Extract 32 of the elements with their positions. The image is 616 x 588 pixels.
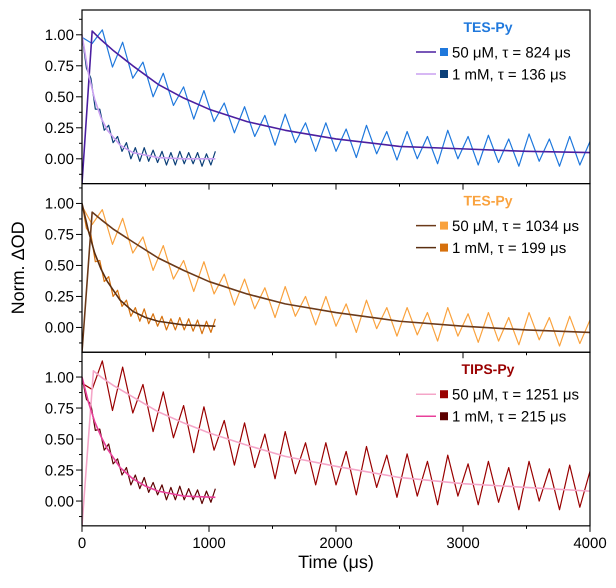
x-tick-label: 3000 <box>446 534 480 552</box>
legend-title: TIPS-Py <box>462 361 515 378</box>
y-tick-label: 0.50 <box>44 89 74 106</box>
y-tick-label: 0.00 <box>44 493 74 510</box>
legend-label: 50 μM, τ = 1034 μs <box>452 218 580 235</box>
y-tick-label: 0.00 <box>44 320 74 337</box>
y-tick-label: 0.75 <box>44 400 74 418</box>
legend-title: TES-Py <box>463 19 513 35</box>
y-tick-label: 1.00 <box>44 369 74 386</box>
y-tick-label: 0.25 <box>44 120 74 138</box>
y-tick-label: 1.00 <box>44 27 74 44</box>
x-tick-label: 2000 <box>319 534 353 552</box>
legend-label: 1 mM, τ = 215 μs <box>452 408 566 426</box>
line-series <box>82 360 590 510</box>
legend-label: 50 μM, τ = 1251 μs <box>452 386 580 404</box>
y-tick-label: 0.00 <box>44 151 74 168</box>
y-tick-label: 0.50 <box>44 431 74 448</box>
x-tick-label: 1000 <box>192 534 226 552</box>
legend-label: 50 μM, τ = 824 μs <box>452 44 571 62</box>
legend-label: 1 mM, τ = 136 μs <box>452 66 566 84</box>
y-tick-label: 0.75 <box>44 226 74 244</box>
y-tick-label: 0.50 <box>44 258 74 275</box>
y-tick-label: 0.25 <box>44 288 74 306</box>
y-axis-title: Norm. ΔOD <box>8 221 28 314</box>
y-tick-label: 1.00 <box>44 196 74 213</box>
y-tick-label: 0.75 <box>44 58 74 76</box>
x-tick-label: 0 <box>78 534 86 552</box>
y-tick-label: 0.25 <box>44 462 74 480</box>
x-tick-label: 4000 <box>573 534 607 552</box>
legend-title: TES-Py <box>463 192 513 209</box>
x-axis-title: Time (μs) <box>298 552 374 572</box>
legend-label: 1 mM, τ = 199 μs <box>452 240 566 257</box>
